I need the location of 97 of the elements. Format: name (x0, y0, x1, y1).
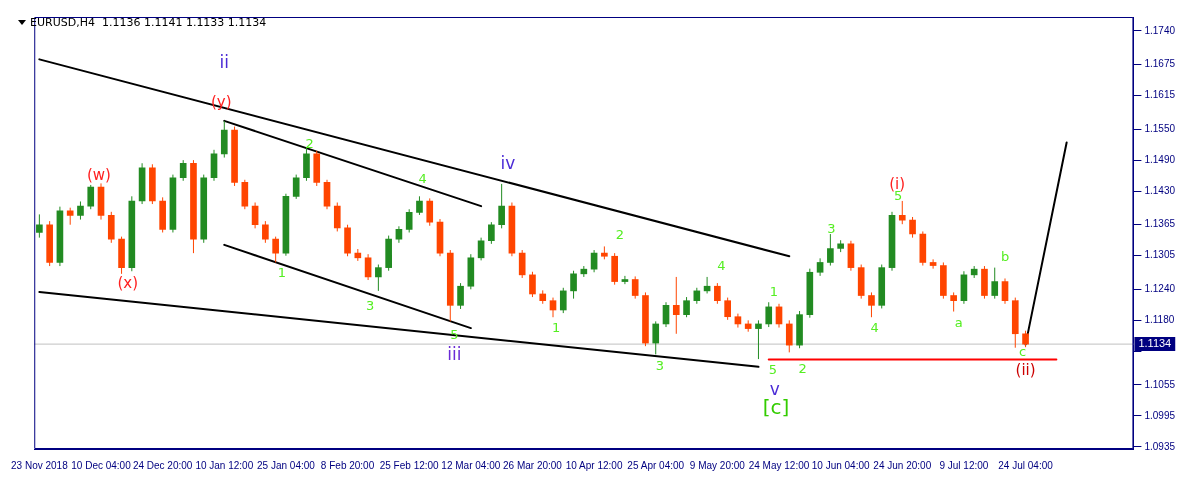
candlestick (66, 207, 74, 226)
x-tick-label: 23 Nov 2018 (11, 459, 69, 471)
y-tick-label: 1.0935 (1144, 440, 1176, 452)
x-tick-label: 24 Dec 20:00 (132, 459, 193, 471)
x-tick-label: 12 Mar 04:00 (441, 459, 501, 471)
y-tick-label: 1.1675 (1144, 58, 1176, 70)
annotation: 2 (615, 227, 624, 243)
candlestick (570, 270, 577, 300)
annotation: iv (500, 152, 516, 173)
y-tick-label: 1.1240 (1144, 283, 1176, 295)
candlestick (200, 174, 208, 244)
candlestick (416, 195, 423, 216)
candlestick (190, 159, 197, 254)
candlestick (405, 208, 413, 233)
candlestick (1022, 330, 1029, 348)
annotation: ii (219, 52, 230, 73)
candlestick (457, 282, 464, 310)
x-tick-label: 25 Feb 12:00 (379, 459, 440, 471)
annotation: 1 (769, 284, 779, 300)
annotation: 2 (798, 360, 807, 376)
x-tick-label: 25 Apr 04:00 (627, 459, 685, 471)
y-tick-label: 1.1550 (1144, 122, 1176, 134)
candlestick (827, 233, 834, 267)
candlestick (611, 252, 618, 286)
annotation: b (1000, 249, 1010, 265)
annotation: (w) (86, 165, 111, 184)
candlestick (107, 211, 115, 244)
y-tick-label: 1.1055 (1144, 378, 1176, 390)
annotation: 2 (305, 136, 314, 152)
candlestick (488, 221, 495, 245)
x-tick-label: 9 May 20:00 (689, 459, 746, 471)
y-tick-label: 1.1430 (1144, 184, 1176, 196)
x-tick-label: 8 Feb 20:00 (320, 459, 375, 471)
candlestick (128, 195, 136, 272)
y-tick-label: 1.1365 (1144, 218, 1176, 230)
candlestick (981, 265, 988, 300)
candlestick (292, 174, 300, 200)
candlestick (796, 310, 803, 349)
y-tick-label: 1.1740 (1144, 24, 1176, 36)
annotation: c (1018, 343, 1027, 359)
x-tick-label: 9 Jul 12:00 (939, 459, 989, 471)
annotation: a (954, 315, 963, 331)
annotation: 1 (551, 319, 561, 335)
candlestick (950, 291, 957, 313)
candlestick (601, 245, 608, 260)
candlestick (118, 236, 125, 275)
annotation: 1 (277, 265, 286, 281)
x-tick-label: 24 May 12:00 (748, 459, 810, 471)
candlestick (159, 196, 166, 233)
x-tick-label: 10 Jan 12:00 (195, 459, 254, 471)
candlestick (878, 264, 886, 309)
candlestick (385, 235, 392, 272)
candlestick (77, 200, 84, 221)
candlestick (806, 268, 814, 319)
candlestick (631, 275, 639, 300)
candlestick (262, 220, 269, 244)
candlestick (940, 261, 947, 300)
x-tick-label: 26 Mar 20:00 (502, 459, 563, 471)
candlestick (231, 126, 238, 187)
annotation: 4 (418, 170, 427, 186)
candlestick (46, 220, 53, 267)
annotation: 3 (827, 220, 836, 236)
candlestick (313, 150, 321, 187)
x-tick-label: 10 Apr 12:00 (565, 459, 623, 471)
candlestick (857, 264, 865, 300)
x-tick-label: 10 Jun 04:00 (811, 459, 870, 471)
candlestick (36, 213, 43, 239)
annotation: 3 (655, 358, 664, 374)
annotation: 3 (366, 298, 375, 314)
annotation: 5 (768, 361, 777, 377)
candlestick (868, 291, 875, 318)
annotation: (ii) (1015, 361, 1036, 380)
candlestick (375, 264, 382, 292)
y-tick-label: 1.1305 (1144, 249, 1176, 261)
y-tick-label: 1.1615 (1144, 89, 1176, 101)
candlestick (446, 249, 454, 322)
candlestick (683, 296, 690, 318)
y-tick-label: 1.1490 (1144, 153, 1176, 165)
annotation: (y) (210, 93, 232, 112)
annotation: (x) (117, 273, 139, 292)
candlestick (724, 297, 731, 321)
annotation: 4 (717, 258, 726, 274)
ref-line-label: 1.1134 (1138, 337, 1172, 350)
annotation: 4 (870, 319, 879, 335)
x-tick-label: 24 Jul 04:00 (998, 459, 1054, 471)
candlestick (919, 230, 927, 267)
candlestick (991, 267, 999, 300)
candlestick (467, 253, 475, 290)
x-tick-label: 24 Jun 20:00 (873, 459, 932, 471)
y-tick-label: 1.1180 (1144, 314, 1175, 326)
candlestick (1011, 297, 1019, 349)
candlestick (642, 291, 649, 347)
candlestick (672, 276, 680, 335)
annotation: iii (447, 343, 462, 364)
y-tick-label: 1.0995 (1144, 409, 1176, 421)
x-tick-label: 10 Dec 04:00 (71, 459, 132, 471)
x-tick-label: 25 Jan 04:00 (257, 459, 316, 471)
